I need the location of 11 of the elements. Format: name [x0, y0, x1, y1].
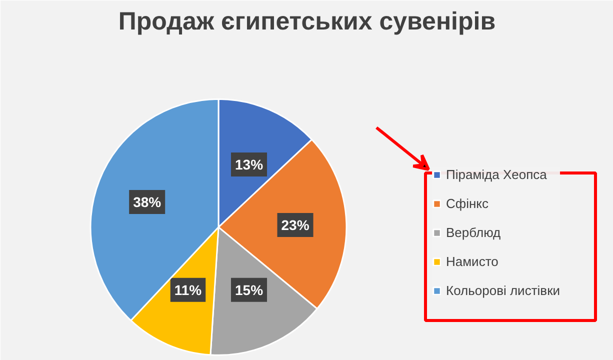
data-label: 13%: [234, 156, 264, 173]
data-label: 11%: [174, 282, 202, 298]
data-label: 15%: [234, 282, 264, 298]
legend-label: Сфінкс: [446, 196, 488, 211]
legend-label: Кольорові листівки: [446, 283, 560, 298]
data-label: 38%: [133, 194, 162, 210]
legend-label: Намисто: [446, 254, 498, 269]
legend-label: Піраміда Хеопса: [446, 167, 547, 182]
data-label: 23%: [281, 217, 310, 234]
legend-label: Верблюд: [446, 225, 501, 240]
chart-title: Продаж єгипетських сувенірів: [118, 8, 496, 36]
